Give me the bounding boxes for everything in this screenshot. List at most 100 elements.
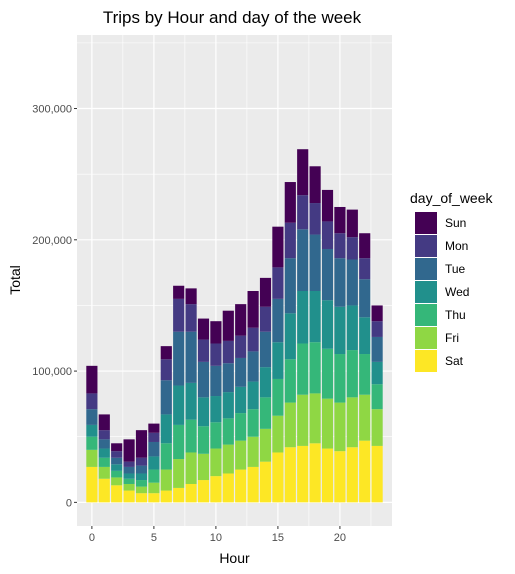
legend-label-tue: Tue bbox=[445, 262, 466, 276]
bar-segment-sun-hour-19 bbox=[321, 189, 334, 222]
bar-segment-wed-hour-18 bbox=[309, 291, 321, 343]
bar-segment-wed-hour-16 bbox=[284, 313, 296, 360]
bar-segment-mon-hour-10 bbox=[210, 343, 222, 366]
bar-segment-sat-hour-18 bbox=[309, 443, 321, 503]
x-tick-label: 0 bbox=[89, 532, 95, 544]
bar-segment-tue-hour-1 bbox=[98, 439, 110, 449]
bar-segment-tue-hour-14 bbox=[259, 331, 272, 368]
bar-segment-thu-hour-20 bbox=[334, 354, 346, 403]
bar-segment-sun-hour-3 bbox=[123, 439, 135, 462]
bar-segment-mon-hour-7 bbox=[173, 298, 185, 332]
bar-segment-tue-hour-7 bbox=[173, 331, 185, 386]
bar-segment-sun-hour-6 bbox=[160, 346, 172, 360]
bar-segment-mon-hour-12 bbox=[235, 335, 247, 358]
bar-segment-tue-hour-5 bbox=[148, 441, 160, 457]
legend-key-tue bbox=[415, 258, 437, 280]
bar-segment-tue-hour-3 bbox=[123, 466, 135, 474]
bar-segment-sun-hour-20 bbox=[334, 206, 346, 234]
bar-segment-sun-hour-23 bbox=[371, 305, 383, 322]
bar-segment-sat-hour-6 bbox=[160, 490, 172, 503]
bar-segment-fri-hour-19 bbox=[321, 398, 334, 449]
bar-segment-fri-hour-20 bbox=[334, 402, 346, 452]
bar-segment-tue-hour-19 bbox=[321, 248, 334, 301]
bar-segment-fri-hour-21 bbox=[346, 397, 358, 448]
bar-segment-sun-hour-14 bbox=[259, 277, 272, 307]
bar-segment-thu-hour-3 bbox=[123, 478, 135, 484]
bar-segment-sat-hour-10 bbox=[210, 476, 222, 503]
bar-segment-sun-hour-9 bbox=[197, 318, 210, 340]
legend-key-fri bbox=[415, 327, 437, 349]
bar-segment-tue-hour-10 bbox=[210, 365, 222, 397]
legend-label-thu: Thu bbox=[445, 308, 466, 322]
bar-segment-thu-hour-23 bbox=[371, 384, 383, 410]
bar-segment-sun-hour-1 bbox=[98, 414, 110, 431]
bar-segment-mon-hour-1 bbox=[98, 430, 110, 440]
bar-segment-thu-hour-14 bbox=[259, 397, 272, 429]
legend-label-wed: Wed bbox=[445, 285, 469, 299]
bar-segment-tue-hour-8 bbox=[185, 331, 197, 383]
bar-segment-sat-hour-8 bbox=[185, 483, 197, 503]
bar-segment-fri-hour-2 bbox=[111, 477, 123, 486]
bar-segment-thu-hour-7 bbox=[173, 424, 185, 460]
bar-segment-fri-hour-16 bbox=[284, 402, 296, 448]
bar-segment-mon-hour-3 bbox=[123, 461, 135, 467]
bar-segment-fri-hour-1 bbox=[98, 466, 110, 479]
bar-segment-tue-hour-16 bbox=[284, 258, 296, 314]
bar-segment-tue-hour-18 bbox=[309, 234, 321, 292]
bar-segment-thu-hour-18 bbox=[309, 342, 321, 394]
bar-segment-sat-hour-21 bbox=[346, 447, 358, 503]
bar-segment-mon-hour-14 bbox=[259, 306, 272, 332]
bar-segment-fri-hour-15 bbox=[272, 415, 284, 453]
bar-segment-fri-hour-4 bbox=[135, 486, 148, 494]
bar-segment-sat-hour-11 bbox=[222, 473, 234, 503]
bar-segment-thu-hour-11 bbox=[222, 418, 234, 445]
bar-segment-sat-hour-2 bbox=[111, 485, 123, 503]
bar-segment-sat-hour-13 bbox=[247, 466, 259, 503]
legend-label-mon: Mon bbox=[445, 239, 468, 253]
bar-segment-thu-hour-4 bbox=[135, 480, 148, 487]
bar-segment-wed-hour-10 bbox=[210, 396, 222, 423]
bar-segment-sun-hour-2 bbox=[111, 443, 123, 452]
y-tick-label: 200,000 bbox=[32, 235, 72, 247]
y-tick-label: 0 bbox=[66, 497, 72, 509]
bar-segment-mon-hour-5 bbox=[148, 432, 160, 442]
y-tick-label: 300,000 bbox=[32, 104, 72, 116]
bar-segment-mon-hour-23 bbox=[371, 321, 383, 337]
bar-segment-fri-hour-13 bbox=[247, 436, 259, 467]
bar-segment-wed-hour-13 bbox=[247, 381, 259, 410]
bar-segment-fri-hour-9 bbox=[197, 453, 210, 481]
bar-segment-thu-hour-13 bbox=[247, 409, 259, 437]
bar-segment-sat-hour-0 bbox=[86, 466, 98, 503]
bar-segment-mon-hour-0 bbox=[86, 393, 98, 410]
bar-segment-sat-hour-17 bbox=[297, 445, 309, 503]
bar-segment-tue-hour-20 bbox=[334, 258, 346, 307]
bar-segment-wed-hour-12 bbox=[235, 386, 247, 414]
bar-segment-fri-hour-3 bbox=[123, 483, 135, 491]
bar-segment-mon-hour-8 bbox=[185, 304, 197, 332]
bar-segment-wed-hour-23 bbox=[371, 361, 383, 385]
bar-segment-sun-hour-16 bbox=[284, 182, 296, 223]
bar-segment-mon-hour-13 bbox=[247, 327, 259, 352]
legend-items: Sun Mon Tue Wed Thu Fri Sat bbox=[415, 212, 469, 372]
bar-segment-thu-hour-16 bbox=[284, 359, 296, 403]
bar-segment-wed-hour-20 bbox=[334, 306, 346, 355]
bar-segment-thu-hour-0 bbox=[86, 436, 98, 450]
bar-segment-mon-hour-20 bbox=[334, 233, 346, 259]
bar-segment-sun-hour-4 bbox=[135, 430, 148, 458]
bar-segment-sun-hour-22 bbox=[359, 233, 371, 259]
bar-segment-fri-hour-12 bbox=[235, 440, 247, 470]
bar-segment-fri-hour-10 bbox=[210, 448, 222, 477]
bar-segment-mon-hour-21 bbox=[346, 237, 358, 260]
x-tick-label: 20 bbox=[334, 532, 346, 544]
bar-segment-sun-hour-8 bbox=[185, 288, 197, 305]
bar-segment-sun-hour-12 bbox=[235, 304, 247, 336]
bar-segment-wed-hour-6 bbox=[160, 414, 172, 444]
bar-segment-tue-hour-12 bbox=[235, 357, 247, 387]
bar-segment-wed-hour-4 bbox=[135, 473, 148, 481]
bar-segment-fri-hour-14 bbox=[259, 428, 272, 462]
bar-segment-sun-hour-13 bbox=[247, 291, 259, 328]
bar-segment-wed-hour-1 bbox=[98, 448, 110, 458]
bar-segment-fri-hour-8 bbox=[185, 452, 197, 484]
legend-title: day_of_week bbox=[410, 190, 494, 206]
bar-segment-fri-hour-17 bbox=[297, 394, 309, 446]
